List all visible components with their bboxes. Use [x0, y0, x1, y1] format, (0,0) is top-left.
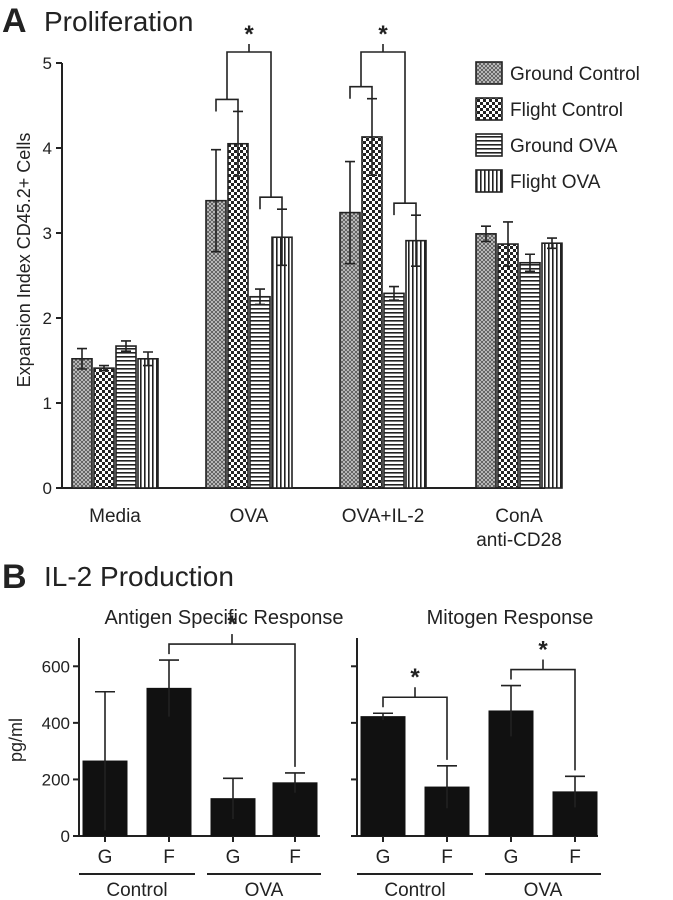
- bar-ground-control-cona-anti-cd28: [475, 233, 497, 489]
- x-category-label: F: [569, 847, 581, 868]
- y-tick-label: 0: [61, 827, 70, 846]
- significance-star: *: [244, 21, 254, 48]
- error-bar: [503, 221, 513, 267]
- antigen-specific-chart: 0 200 400 600 G F G F Control OVA *: [42, 611, 321, 900]
- y-tick-label: 2: [43, 309, 52, 328]
- mitogen-response-chart: G F G F Control OVA * *: [351, 637, 601, 900]
- error-bar: [525, 253, 535, 273]
- legend-label-ground-ova: Ground OVA: [510, 136, 618, 157]
- legend-label-ground-control: Ground Control: [510, 64, 640, 85]
- y-tick-label: 600: [42, 657, 70, 676]
- error-bar: [481, 225, 491, 243]
- proliferation-chart: 0 1 2 3 4 5 Media OVA OVA+IL-2 ConA anti-CD28 * * Gro…: [43, 21, 640, 551]
- error-bar: [345, 160, 355, 265]
- error-bar: [565, 775, 585, 808]
- panel-b-letter: B: [2, 558, 27, 596]
- bar-flight-ova-media: [137, 357, 159, 489]
- x-category-label: OVA+IL-2: [342, 506, 425, 527]
- bar-flight-ova-ova-il-2: [405, 239, 427, 489]
- bar-flight-ova-cona-anti-cd28: [541, 242, 563, 489]
- bar-flight-ova-ova: [271, 236, 293, 489]
- significance-star: *: [538, 637, 548, 664]
- pair-bracket-left: [215, 98, 239, 112]
- error-bar: [77, 347, 87, 370]
- significance-star: *: [410, 664, 420, 691]
- y-tick-label: 400: [42, 714, 70, 733]
- pair-bracket-left: [349, 85, 373, 99]
- legend-label-flight-control: Flight Control: [510, 100, 623, 121]
- error-bar: [223, 777, 243, 820]
- group-label: Control: [106, 880, 167, 900]
- error-bar: [255, 288, 265, 306]
- bar-ground-control-media: [71, 357, 93, 489]
- significance-star: *: [378, 21, 388, 48]
- bar-ground-ova-ova-il-2: [383, 292, 405, 489]
- error-bar: [501, 684, 521, 737]
- significance-bracket: [168, 643, 296, 767]
- error-bar: [211, 148, 221, 253]
- error-bar: [437, 765, 457, 809]
- mitogen-chart-title: Mitogen Response: [427, 607, 594, 629]
- x-category-label: F: [289, 847, 301, 868]
- bar-flight-control-cona-anti-cd28: [497, 243, 519, 489]
- group-label: OVA: [245, 880, 284, 900]
- x-category-label: F: [441, 847, 453, 868]
- x-category-label: F: [163, 847, 175, 868]
- legend-swatch-ground-ova: [475, 133, 503, 157]
- error-bar: [121, 340, 131, 352]
- y-tick-label: 1: [43, 394, 52, 413]
- y-tick-label: 200: [42, 770, 70, 789]
- bar-ground-ova-media: [115, 345, 137, 489]
- panel-a-title: Proliferation: [44, 6, 193, 37]
- legend-swatch-flight-ova: [475, 169, 503, 193]
- x-category-label: OVA: [230, 506, 269, 527]
- panel-b-y-axis-label: pg/ml: [6, 718, 26, 762]
- x-category-label: ConA: [495, 506, 543, 527]
- error-bar: [95, 690, 115, 831]
- pair-bracket-right: [259, 196, 283, 210]
- y-tick-label: 5: [43, 54, 52, 73]
- legend-swatch-ground-control: [475, 61, 503, 85]
- error-bar: [389, 285, 399, 301]
- pair-bracket-right: [393, 202, 417, 216]
- x-category-label: Media: [89, 506, 141, 527]
- group-label: Control: [384, 880, 445, 900]
- x-category-label: G: [98, 847, 113, 868]
- error-bar: [159, 659, 179, 717]
- x-category-label: G: [226, 847, 241, 868]
- x-category-label: anti-CD28: [476, 530, 562, 551]
- significance-star: *: [227, 611, 237, 638]
- antigen-chart-title: Antigen Specific Response: [104, 607, 343, 629]
- x-category-label: G: [504, 847, 519, 868]
- panel-a-y-axis-label: Expansion Index CD45.2+ Cells: [14, 133, 34, 388]
- x-category-label: G: [376, 847, 391, 868]
- error-bar: [373, 712, 393, 721]
- error-bar: [143, 351, 153, 367]
- error-bar: [285, 772, 305, 793]
- panel-a-letter: A: [2, 2, 27, 40]
- legend-swatch-flight-control: [475, 97, 503, 121]
- error-bar: [547, 237, 557, 250]
- bar-ground-ova-ova: [249, 295, 271, 489]
- bar-flight-control-media: [93, 367, 115, 489]
- group-label: OVA: [524, 880, 563, 900]
- bar-control-g: [360, 716, 406, 837]
- error-bar: [99, 364, 109, 372]
- panel-b-title: IL-2 Production: [44, 561, 234, 592]
- y-tick-label: 0: [43, 479, 52, 498]
- bar-flight-control-ova-il-2: [361, 136, 383, 489]
- bar-flight-control-ova: [227, 142, 249, 489]
- bar-ground-ova-cona-anti-cd28: [519, 261, 541, 489]
- y-tick-label: 3: [43, 224, 52, 243]
- y-tick-label: 4: [43, 139, 52, 158]
- legend-label-flight-ova: Flight OVA: [510, 172, 601, 193]
